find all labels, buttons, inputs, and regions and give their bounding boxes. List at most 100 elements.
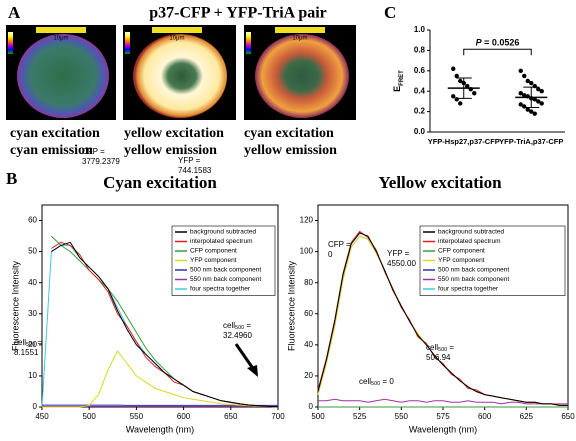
y-tick-label: 120 bbox=[300, 216, 314, 225]
y-tick-label: 50 bbox=[28, 247, 37, 256]
annotation-eq: = bbox=[244, 321, 251, 330]
y-tick-label: 0.4 bbox=[414, 86, 426, 95]
caption: cyan excitation bbox=[244, 126, 334, 141]
legend-label: interpolated spectrum bbox=[438, 238, 501, 245]
chart-title: Cyan excitation bbox=[103, 173, 217, 192]
point bbox=[532, 83, 537, 89]
y-tick-label: 40 bbox=[28, 278, 37, 287]
annotation: cell500 = 0 bbox=[359, 377, 394, 387]
micrograph: 10μm bbox=[244, 25, 356, 120]
series-line bbox=[51, 241, 279, 408]
bracket bbox=[463, 48, 532, 56]
annotation-value: 744.1583 bbox=[178, 166, 212, 175]
scale-label: 10μm bbox=[169, 36, 184, 42]
panel-label: A bbox=[8, 3, 21, 22]
y-tick-label: 100 bbox=[300, 247, 314, 256]
x-tick-label: 450 bbox=[35, 412, 49, 421]
scale-label: 10μm bbox=[292, 36, 307, 42]
annotation-label: CFP = bbox=[82, 147, 105, 156]
legend-label: interpolated spectrum bbox=[190, 238, 253, 245]
legend-label: background subtracted bbox=[438, 229, 505, 236]
annotation: cell500 = bbox=[426, 343, 454, 353]
x-tick-label: YFP-Hsp27,p37-CFP bbox=[428, 137, 500, 146]
x-tick-label: 550 bbox=[395, 412, 409, 421]
annotation: YFP = bbox=[387, 249, 410, 258]
legend-box bbox=[419, 225, 566, 296]
x-tick-label: 550 bbox=[130, 412, 144, 421]
y-tick-label: 0.2 bbox=[414, 107, 426, 116]
annotation-value: 4550.00 bbox=[387, 259, 416, 268]
x-tick-label: 700 bbox=[271, 412, 285, 421]
point bbox=[522, 93, 527, 98]
annotation-text: = 0.0526 bbox=[482, 38, 520, 48]
label-main: E bbox=[392, 86, 402, 92]
annotation-sub: 500 bbox=[26, 342, 35, 348]
panel-label: C bbox=[384, 3, 396, 22]
annotation: cell500 = bbox=[14, 338, 42, 348]
x-tick-label: 600 bbox=[478, 412, 492, 421]
point bbox=[451, 66, 456, 71]
caption: cyan emission bbox=[10, 143, 93, 158]
point bbox=[522, 104, 527, 109]
legend-label: CFP component bbox=[190, 248, 237, 255]
error-bar bbox=[523, 86, 540, 109]
point bbox=[518, 91, 523, 96]
y-tick-label: 20 bbox=[304, 371, 313, 380]
x-tick-label: 650 bbox=[224, 412, 238, 421]
legend-label: CFP component bbox=[438, 248, 485, 255]
panel-title: p37-CFP + YFP-TriA pair bbox=[149, 5, 327, 22]
y-tick-label: 0.6 bbox=[414, 66, 426, 75]
annotation-value: 8.1551 bbox=[14, 348, 39, 357]
legend-label: 500 nm back component bbox=[190, 267, 261, 274]
point bbox=[465, 83, 470, 89]
point bbox=[525, 78, 530, 84]
legend-label: 500 nm back component bbox=[438, 267, 509, 274]
x-axis-label: Wavelength (nm) bbox=[126, 424, 194, 434]
annotation-label: cell bbox=[426, 343, 438, 352]
point bbox=[472, 91, 477, 96]
annotation-symbol: P bbox=[476, 38, 483, 48]
annotation-label: cell bbox=[14, 338, 26, 347]
point bbox=[536, 86, 541, 92]
label-sub: FRET bbox=[399, 70, 405, 86]
point bbox=[525, 107, 530, 112]
caption: yellow emission bbox=[244, 143, 337, 158]
annotation-eq: = 0 bbox=[380, 377, 394, 386]
arrow bbox=[234, 343, 256, 371]
y-tick-label: 0.8 bbox=[414, 46, 426, 55]
caption: yellow excitation bbox=[124, 126, 224, 141]
annotation-label: YFP = bbox=[178, 156, 201, 165]
y-tick-label: 0.0 bbox=[414, 127, 426, 136]
point bbox=[518, 102, 523, 107]
scale-label: 10μm bbox=[53, 36, 68, 42]
point bbox=[518, 68, 523, 74]
point bbox=[539, 89, 544, 94]
x-tick-label: 500 bbox=[311, 412, 325, 421]
point bbox=[536, 99, 541, 104]
y-axis-label: Fluorescence Intensity bbox=[286, 260, 296, 351]
y-axis-label: EFRET bbox=[392, 70, 404, 92]
micrograph: 10μm bbox=[6, 25, 116, 120]
annotation: CFP = bbox=[82, 147, 105, 156]
legend-box bbox=[171, 225, 276, 296]
series-line bbox=[318, 398, 568, 405]
annotation-label: cell bbox=[359, 377, 371, 386]
legend-label: 550 nm back component bbox=[190, 276, 261, 283]
point bbox=[451, 94, 456, 99]
point bbox=[532, 111, 537, 116]
annotation-label: CFP = bbox=[328, 240, 351, 249]
y-tick-label: 0 bbox=[309, 402, 314, 411]
annotation: P = 0.0526 bbox=[476, 38, 520, 48]
point bbox=[454, 97, 459, 102]
annotation-value: 3779.2379 bbox=[82, 157, 120, 166]
point bbox=[529, 109, 534, 114]
panel-label: B bbox=[6, 169, 17, 188]
x-tick-label: 625 bbox=[520, 412, 534, 421]
point bbox=[539, 101, 544, 106]
y-tick-label: 30 bbox=[28, 309, 37, 318]
annotation-value: 32.4960 bbox=[223, 331, 252, 340]
legend-label: 550 nm back component bbox=[438, 276, 509, 283]
legend-label: YFP component bbox=[438, 257, 485, 264]
micrograph: 10μm bbox=[123, 25, 236, 120]
